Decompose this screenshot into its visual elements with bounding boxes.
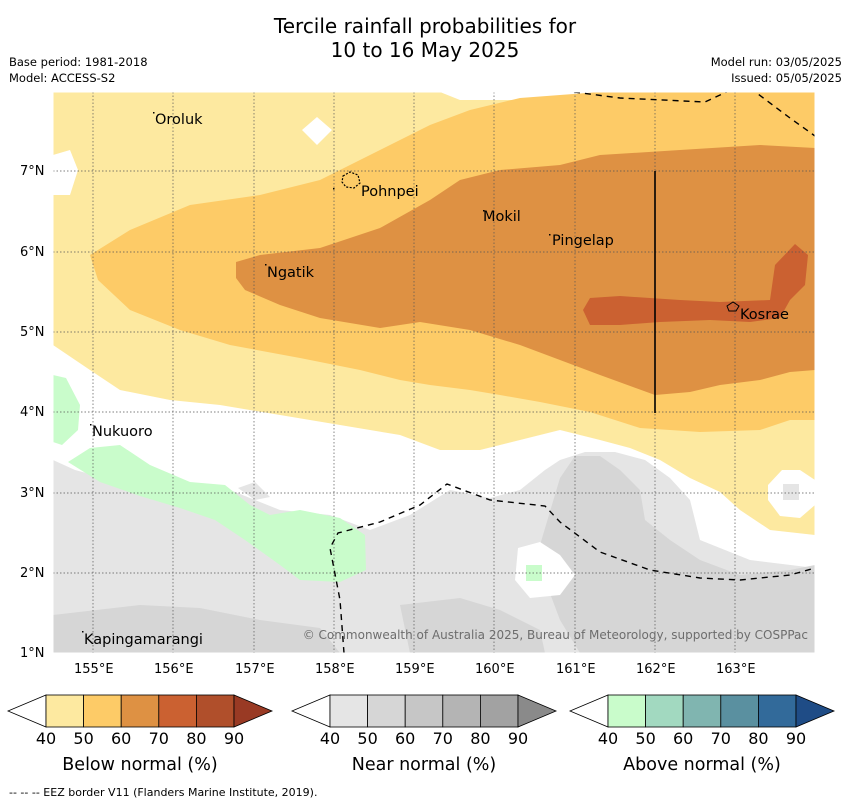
lon-label: 155°E	[74, 662, 114, 677]
place-ngatik: Ngatik	[267, 265, 315, 281]
lon-label: 158°E	[315, 662, 355, 677]
model-text: Model: ACCESS-S2	[9, 71, 116, 85]
colorbar-above-segment	[720, 694, 759, 728]
place-nukuoro: Nukuoro	[92, 424, 153, 440]
colorbar-above-tick-label: 40	[597, 729, 619, 748]
colorbar-near-segment	[329, 694, 368, 728]
eez-border	[329, 92, 815, 653]
lon-label: 162°E	[636, 662, 676, 677]
title-line-1: Tercile rainfall probabilities for	[273, 14, 577, 38]
base-period-text: Base period: 1981-2018	[9, 55, 148, 69]
colorbar-near-segment	[479, 694, 519, 728]
colorbar-above-tick-label: 90	[785, 729, 807, 748]
near-normal-60-area	[540, 456, 815, 653]
lat-label: 7°N	[20, 164, 45, 179]
colorbar-near-segment	[442, 694, 481, 728]
lat-label: 5°N	[20, 325, 45, 340]
colorbar-below-segment	[120, 694, 160, 728]
model-run-text: Model run: 03/05/2025	[710, 55, 842, 69]
place-kosrae: Kosrae	[740, 307, 789, 323]
colorbar-near-tick-label: 70	[432, 729, 453, 748]
colorbar-below-high-arrow	[233, 694, 274, 728]
lat-label: 1°N	[20, 646, 45, 661]
colorbars	[6, 694, 836, 728]
colorbar-below-segment	[195, 694, 235, 728]
lon-label: 160°E	[475, 662, 515, 677]
colorbar-near-tick-label: 60	[395, 729, 416, 748]
colorbar-near-tick-label: 40	[319, 729, 341, 748]
lon-label: 156°E	[154, 662, 194, 677]
colorbar-above-segment	[758, 694, 797, 728]
colorbar-below-tick-label: 60	[111, 729, 132, 748]
kosrae-island	[726, 301, 740, 312]
copyright-credit: © Commonwealth of Australia 2025, Bureau…	[302, 628, 808, 642]
lon-label: 159°E	[395, 662, 435, 677]
colorbar-below-tick-label: 80	[186, 729, 207, 748]
lat-label: 6°N	[20, 245, 45, 260]
pohnpei-island	[341, 171, 361, 189]
place-pingelap: Pingelap	[552, 233, 614, 249]
colorbar-below-tick-label: 70	[148, 729, 169, 748]
lon-label: 157°E	[235, 662, 275, 677]
colorbar-above-high-arrow	[795, 694, 836, 728]
colorbar-below-segment	[83, 694, 122, 728]
colorbar-near-segment	[404, 694, 444, 728]
colorbar-above-segment	[682, 694, 722, 728]
colorbar-above-low-arrow	[568, 694, 609, 728]
place-pohnpei: Pohnpei	[361, 184, 419, 200]
place-mokil: Mokil	[483, 209, 521, 225]
colorbar-below-low-arrow	[6, 694, 47, 728]
lon-label: 163°E	[716, 662, 756, 677]
colorbar-near-tick-label: 90	[507, 729, 529, 748]
colorbar-near-high-arrow	[517, 694, 558, 728]
colorbar-near-low-arrow	[290, 694, 331, 728]
below-normal-80-area	[583, 244, 808, 325]
colorbar-above-segment	[607, 694, 646, 728]
atoll-markers	[82, 112, 551, 633]
map-fields	[53, 92, 815, 653]
above-normal-50-area	[68, 445, 366, 582]
colorbar-above-segment	[645, 694, 684, 728]
lat-label: 4°N	[20, 405, 45, 420]
colorbar-below-segment	[45, 694, 84, 728]
colorbar-below-segment	[158, 694, 197, 728]
colorbar-above-tick-label: 80	[748, 729, 769, 748]
colorbar-below-tick-label: 90	[223, 729, 245, 748]
issued-text: Issued: 05/05/2025	[731, 71, 842, 85]
colorbar-title-below: Below normal (%)	[62, 755, 218, 775]
title-line-2: 10 to 16 May 2025	[330, 38, 520, 62]
lat-label: 3°N	[20, 486, 45, 501]
colorbar-near-segment	[367, 694, 406, 728]
colorbar-above-tick-label: 60	[673, 729, 694, 748]
colorbar-near-tick-label: 80	[470, 729, 491, 748]
colorbar-title-above: Above normal (%)	[623, 755, 781, 775]
colorbar-title-near: Near normal (%)	[351, 755, 497, 775]
place-kapingamarangi: Kapingamarangi	[84, 632, 203, 648]
graticule	[53, 92, 815, 653]
place-oroluk: Oroluk	[155, 112, 203, 128]
colorbar-above-tick-label: 70	[710, 729, 731, 748]
colorbar-below-tick-label: 40	[35, 729, 57, 748]
eez-footer-note: -- -- -- EEZ border V11 (Flanders Marine…	[9, 786, 318, 799]
below-normal-70-area	[236, 145, 815, 395]
colorbar-below-tick-label: 50	[73, 729, 94, 748]
lon-label: 161°E	[556, 662, 596, 677]
lat-label: 2°N	[20, 566, 45, 581]
colorbar-near-tick-label: 50	[357, 729, 378, 748]
colorbar-above-tick-label: 50	[635, 729, 656, 748]
